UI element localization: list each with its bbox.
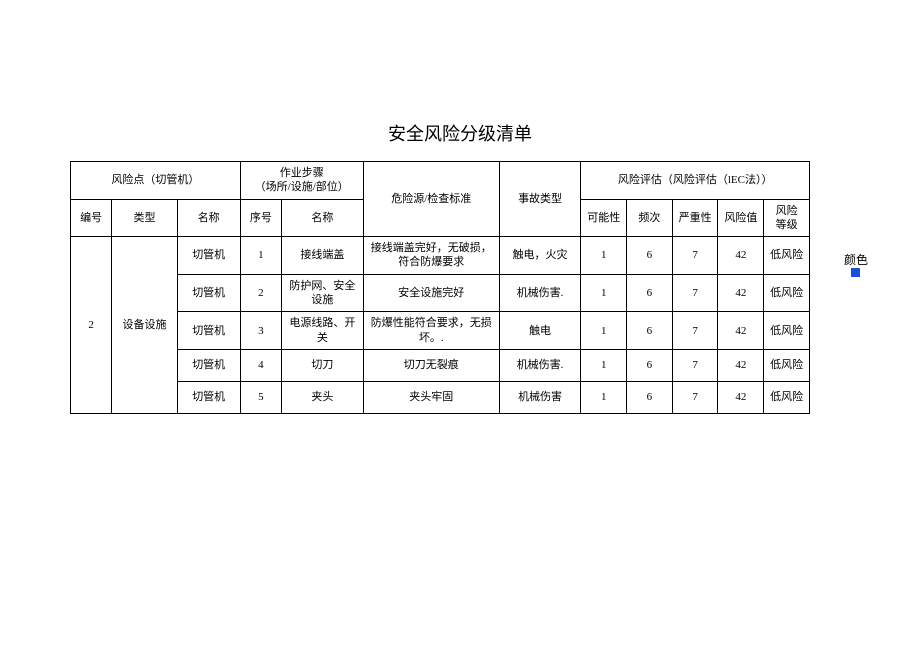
cell-s: 7: [672, 349, 718, 381]
cell-group-type: 设备设施: [112, 237, 177, 414]
header-name: 名称: [177, 199, 240, 237]
cell-s: 7: [672, 312, 718, 350]
cell-step-no: 5: [240, 381, 281, 413]
color-swatch: [851, 268, 860, 277]
cell-step-no: 3: [240, 312, 281, 350]
header-frequency: 频次: [627, 199, 673, 237]
cell-accident: 触电，火灾: [499, 237, 581, 275]
cell-accident: 机械伤害.: [499, 349, 581, 381]
cell-accident: 机械伤害.: [499, 274, 581, 312]
header-accident: 事故类型: [499, 162, 581, 237]
cell-name: 切管机: [177, 274, 240, 312]
header-step-no: 序号: [240, 199, 281, 237]
header-step-name: 名称: [282, 199, 364, 237]
cell-lvl: 低风险: [764, 312, 810, 350]
cell-p: 1: [581, 237, 627, 275]
cell-step-name: 接线端盖: [282, 237, 364, 275]
cell-f: 6: [627, 274, 673, 312]
cell-s: 7: [672, 381, 718, 413]
cell-lvl: 低风险: [764, 349, 810, 381]
cell-f: 6: [627, 312, 673, 350]
cell-name: 切管机: [177, 237, 240, 275]
cell-f: 6: [627, 349, 673, 381]
cell-v: 42: [718, 274, 764, 312]
header-risk-value: 风险值: [718, 199, 764, 237]
cell-accident: 触电: [499, 312, 581, 350]
cell-hazard: 切刀无裂痕: [363, 349, 499, 381]
cell-v: 42: [718, 312, 764, 350]
cell-name: 切管机: [177, 349, 240, 381]
cell-step-name: 夹头: [282, 381, 364, 413]
cell-name: 切管机: [177, 381, 240, 413]
cell-lvl: 低风险: [764, 237, 810, 275]
risk-table: 风险点（切管机） 作业步骤 （场所/设施/部位） 危险源/检查标准 事故类型 风…: [70, 161, 810, 414]
cell-s: 7: [672, 274, 718, 312]
cell-s: 7: [672, 237, 718, 275]
header-possibility: 可能性: [581, 199, 627, 237]
cell-v: 42: [718, 381, 764, 413]
cell-step-no: 4: [240, 349, 281, 381]
cell-p: 1: [581, 274, 627, 312]
cell-p: 1: [581, 312, 627, 350]
cell-p: 1: [581, 349, 627, 381]
header-risk-point: 风险点（切管机）: [71, 162, 241, 200]
header-risk-eval: 风险评估（风险评估（lEC法））: [581, 162, 810, 200]
header-hazard: 危险源/检查标准: [363, 162, 499, 237]
header-risk-level: 风险 等级: [764, 199, 810, 237]
table-row: 切管机3电源线路、开关防爆性能符合要求，无损坏。.触电16742低风险: [71, 312, 810, 350]
table-row: 切管机2防护网、安全设施安全设施完好机械伤害.16742低风险: [71, 274, 810, 312]
document-container: 安全风险分级清单 风险点（切管机） 作业步骤 （场所/设施/部位） 危险源/检查…: [0, 0, 920, 414]
cell-name: 切管机: [177, 312, 240, 350]
color-label: 颜色: [844, 251, 868, 268]
cell-accident: 机械伤害: [499, 381, 581, 413]
cell-lvl: 低风险: [764, 274, 810, 312]
cell-v: 42: [718, 349, 764, 381]
cell-hazard: 安全设施完好: [363, 274, 499, 312]
cell-v: 42: [718, 237, 764, 275]
table-row: 切管机4切刀切刀无裂痕机械伤害.16742低风险: [71, 349, 810, 381]
header-severity: 严重性: [672, 199, 718, 237]
cell-step-no: 1: [240, 237, 281, 275]
header-type: 类型: [112, 199, 177, 237]
cell-hazard: 防爆性能符合要求，无损坏。.: [363, 312, 499, 350]
cell-group-no: 2: [71, 237, 112, 414]
cell-f: 6: [627, 237, 673, 275]
page-title: 安全风险分级清单: [70, 120, 850, 146]
cell-step-name: 切刀: [282, 349, 364, 381]
cell-step-name: 防护网、安全设施: [282, 274, 364, 312]
cell-lvl: 低风险: [764, 381, 810, 413]
cell-p: 1: [581, 381, 627, 413]
header-work-step: 作业步骤 （场所/设施/部位）: [240, 162, 363, 200]
table-row: 切管机5夹头夹头牢固机械伤害16742低风险: [71, 381, 810, 413]
cell-step-name: 电源线路、开关: [282, 312, 364, 350]
cell-hazard: 夹头牢固: [363, 381, 499, 413]
cell-hazard: 接线端盖完好，无破损，符合防爆要求: [363, 237, 499, 275]
header-no: 编号: [71, 199, 112, 237]
cell-step-no: 2: [240, 274, 281, 312]
cell-f: 6: [627, 381, 673, 413]
table-row: 2设备设施切管机1接线端盖接线端盖完好，无破损，符合防爆要求触电，火灾16742…: [71, 237, 810, 275]
